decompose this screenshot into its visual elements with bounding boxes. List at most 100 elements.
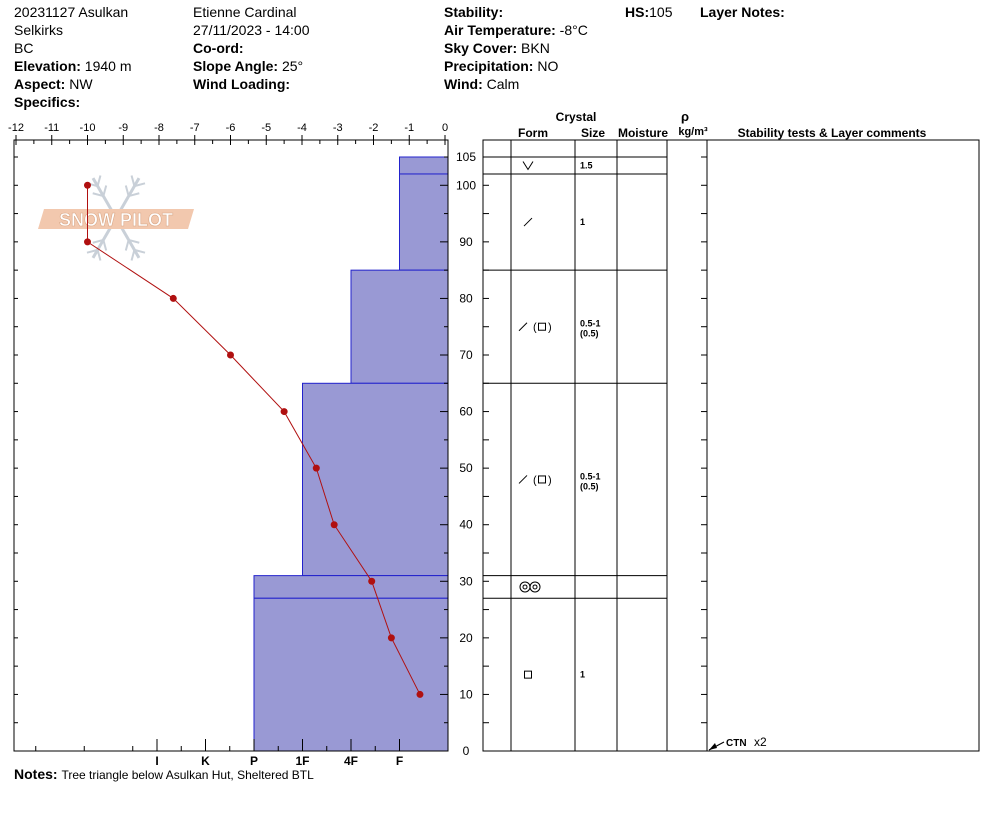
facet-square — [538, 475, 546, 484]
hardness-label: 1F — [295, 754, 309, 768]
hardness-layer — [302, 382, 449, 577]
moisture-header: Moisture — [618, 126, 668, 140]
header-col-2: Etienne Cardinal 27/11/2023 - 14:00 Co-ord… — [193, 3, 310, 93]
height-label: 100 — [456, 178, 476, 192]
snowflake-branch — [134, 248, 146, 254]
mf-inner-a — [522, 584, 528, 590]
decomposing-faceted-icon: () — [518, 474, 552, 486]
height-label: 0 — [463, 744, 470, 758]
snowflake-branch — [102, 185, 108, 197]
height-label: 80 — [459, 291, 473, 305]
hardness-layer — [253, 597, 449, 752]
temp-tick-label: -9 — [118, 122, 128, 134]
header-field-col3-1: Air Temperature: -8°C — [444, 21, 588, 39]
temp-tick-label: -6 — [226, 122, 236, 134]
height-label: 30 — [459, 574, 473, 588]
header-field-col1-4: Aspect: NW — [14, 75, 132, 93]
field-label: Wind: — [444, 76, 483, 92]
field-value: 1940 m — [84, 58, 132, 74]
field-label: Air Temperature: — [444, 22, 556, 38]
snowflake-branch — [134, 182, 146, 188]
mf-outer-a — [519, 581, 531, 593]
height-label: 60 — [459, 405, 473, 419]
header-field-col3-2: Sky Cover: BKN — [444, 39, 588, 57]
field-value: 27/11/2023 - 14:00 — [193, 22, 310, 38]
hardness-layer — [350, 269, 449, 384]
field-label: Specifics: — [14, 94, 81, 110]
header-field-col3-0: Stability: — [444, 3, 588, 21]
field-value: Selkirks — [14, 22, 64, 38]
layer-notes-field: Layer Notes: — [700, 3, 785, 21]
temperature-point — [280, 408, 288, 416]
temp-tick-label: -12 — [8, 122, 24, 134]
hs-label: HS: — [625, 4, 650, 20]
logo-banner — [38, 209, 194, 229]
temperature-point — [84, 181, 91, 189]
hardness-label: F — [396, 754, 403, 768]
decomposing-icon — [523, 217, 533, 227]
temp-tick-label: -8 — [154, 122, 164, 134]
density-unit: kg/m³ — [678, 126, 708, 138]
height-label: 20 — [459, 631, 473, 645]
bracket-open: ( — [533, 474, 537, 486]
field-value: Calm — [486, 76, 520, 92]
bracket-open: ( — [533, 322, 537, 334]
chart-axes: -12 -11 -10 -9 -8 -7 -6 -5 -4 -3 -2 -1 0010203040506… — [8, 122, 707, 768]
grain-size: 0.5-1 — [580, 319, 601, 329]
facet-square — [538, 322, 546, 331]
height-label: 50 — [459, 461, 473, 475]
melt-freeze-icon — [519, 581, 541, 593]
snowflake-branch — [130, 249, 136, 261]
temperature-point — [368, 577, 376, 585]
field-label: Wind Loading: — [193, 76, 291, 92]
header-col-1: 20231127 Asulkan Selkirks BC Elevation: 194… — [14, 3, 132, 111]
snowflake-branch — [130, 175, 136, 187]
snowflake-branch — [128, 192, 140, 198]
header-field-col1-2: BC — [14, 39, 132, 57]
facet-square — [524, 670, 532, 679]
bracket-close: ) — [548, 322, 552, 334]
grain-size: 0.5-1 — [580, 471, 601, 481]
temp-tick-label: -7 — [190, 122, 200, 134]
grain-size-secondary: (0.5) — [580, 481, 599, 491]
snowflake-branch — [96, 249, 102, 261]
decomposing-stroke — [518, 475, 528, 484]
temp-tick-label: -10 — [80, 122, 96, 134]
field-label: Elevation: — [14, 58, 81, 74]
hardness-layer — [399, 173, 449, 271]
height-label: 90 — [459, 235, 473, 249]
header-field-col2-2: Co-ord: — [193, 39, 310, 57]
temperature-profile — [84, 181, 424, 698]
hardness-label: I — [155, 754, 158, 768]
grain-size: 1 — [580, 670, 585, 680]
snowflake-branch — [96, 175, 102, 187]
decomposing-faceted-icon: () — [518, 322, 552, 334]
temperature-point — [227, 351, 234, 359]
field-value: NW — [69, 76, 93, 92]
field-value: BKN — [521, 40, 550, 56]
temperature-point — [312, 464, 320, 472]
test-arrowhead — [709, 743, 717, 750]
test-result: CTN — [726, 738, 747, 749]
temp-tick-label: -4 — [297, 122, 307, 134]
header-field-col3-4: Wind: Calm — [444, 75, 588, 93]
temperature-point — [169, 294, 177, 302]
field-label: Sky Cover: — [444, 40, 518, 56]
snowflake-branch — [124, 239, 130, 251]
field-value: BC — [14, 40, 34, 56]
grain-size: 1 — [580, 217, 585, 227]
field-value: 20231127 Asulkan — [14, 4, 129, 20]
header-field-col3-3: Precipitation: NO — [444, 57, 588, 75]
temp-tick-label: -5 — [261, 122, 271, 134]
hardness-layer — [399, 156, 449, 175]
field-label: Precipitation: — [444, 58, 534, 74]
surface-hoar-icon — [522, 161, 534, 171]
snowflake-branch — [92, 192, 104, 198]
height-label: 40 — [459, 518, 473, 532]
field-value: NO — [537, 58, 559, 74]
field-value: -8°C — [559, 22, 588, 38]
hs-field: HS:105 — [625, 3, 672, 21]
temp-tick-label: -2 — [369, 122, 379, 134]
hoar-vee — [522, 161, 534, 171]
